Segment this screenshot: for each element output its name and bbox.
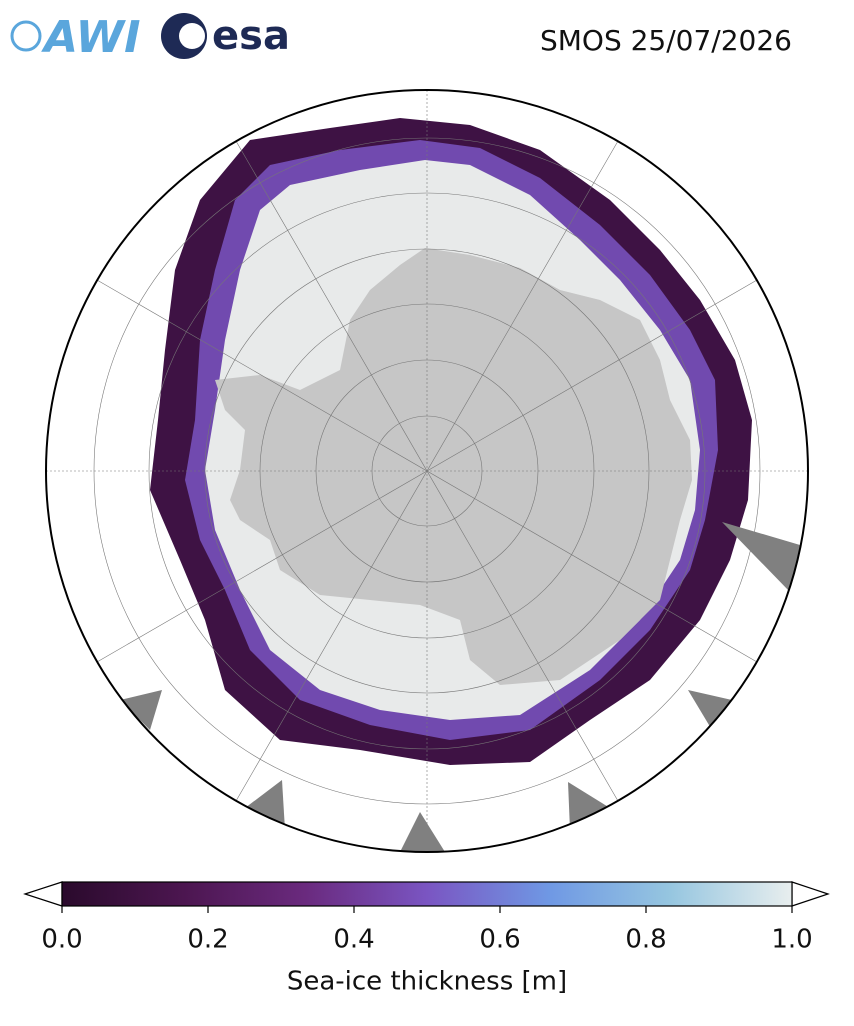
map	[46, 90, 808, 852]
colorbar-label: Sea-ice thickness [m]	[287, 967, 567, 997]
awi-logo-text: AWI	[41, 12, 141, 63]
map-title: SMOS 25/07/2026	[540, 24, 792, 57]
esa-logo: esa	[161, 13, 290, 59]
esa-logo-text: esa	[212, 13, 290, 59]
colorbar-tick-label: 0.6	[479, 925, 520, 955]
colorbar-tick-label: 1.0	[771, 925, 812, 955]
map-boundary	[45, 89, 809, 853]
antarctica	[215, 248, 692, 685]
colorbar-tick-label: 0.4	[333, 925, 374, 955]
colorbar-body	[61, 881, 793, 907]
colorbar-tick-label: 0.8	[625, 925, 666, 955]
colorbar-extend-low	[23, 881, 63, 907]
colorbar-tick-label: 0.0	[41, 925, 82, 955]
colorbar-extend-high	[791, 881, 830, 907]
land-masks	[120, 522, 800, 852]
awi-logo: AWI	[10, 12, 141, 63]
colorbar: Sea-ice thickness [m] 0.0 0.2 0.4 0.6 0.8 1.0	[23, 881, 830, 997]
graticule	[46, 90, 808, 852]
colorbar-tick-label: 0.2	[187, 925, 228, 955]
